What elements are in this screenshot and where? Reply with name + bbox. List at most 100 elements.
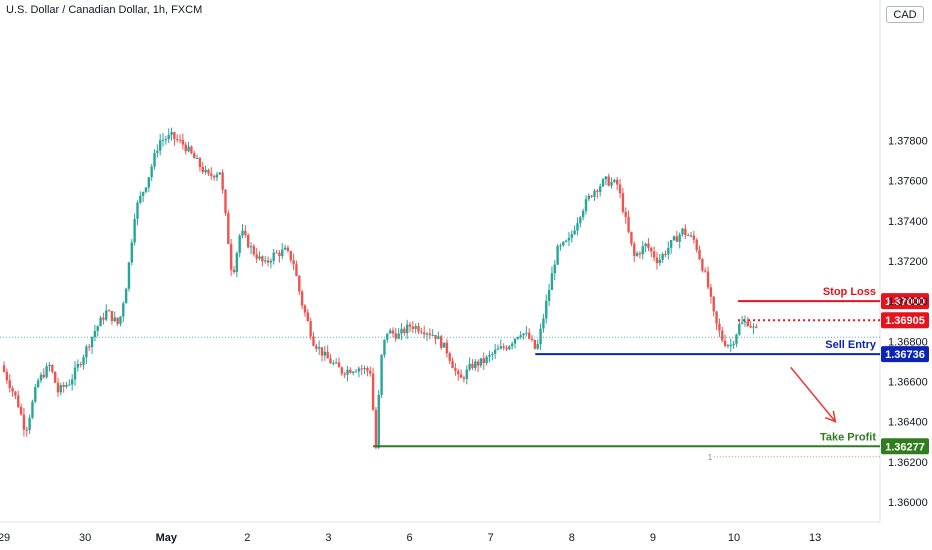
candle-body	[414, 326, 417, 329]
candle-body	[664, 254, 667, 256]
candle-body	[261, 256, 264, 262]
candle-body	[352, 371, 355, 374]
candle-body	[525, 332, 528, 334]
candle-body	[201, 166, 204, 173]
candle-body	[641, 246, 644, 255]
candle-body	[334, 362, 338, 364]
candle-body	[723, 340, 727, 346]
candle-body	[73, 367, 77, 380]
candle-body	[357, 368, 361, 372]
candle-body	[17, 395, 20, 407]
candle-body	[289, 250, 292, 261]
candle-body	[283, 247, 287, 250]
candle-body	[468, 363, 471, 370]
candle-body	[493, 349, 497, 354]
candle-body	[465, 369, 468, 379]
currency-button[interactable]: CAD	[886, 6, 924, 23]
candle-body	[391, 330, 395, 334]
candle-body	[596, 190, 599, 192]
y-tick-label: 1.37000	[888, 296, 928, 308]
candle-body	[644, 243, 647, 247]
candle-body	[607, 176, 610, 186]
candle-body	[743, 321, 747, 323]
candle-body	[170, 132, 173, 135]
candle-body	[627, 216, 630, 232]
candle-body	[68, 384, 71, 386]
candle-body	[93, 330, 97, 338]
candle-body	[252, 246, 256, 255]
candle-body	[161, 139, 165, 141]
candle-body	[650, 248, 653, 252]
candle-body	[76, 363, 80, 368]
candle-body	[312, 336, 315, 346]
candle-body	[539, 328, 542, 345]
candle-body	[721, 330, 724, 341]
current-price-price-text: 1.36905	[885, 315, 925, 327]
candle-body	[181, 139, 185, 145]
candle-body	[303, 305, 307, 313]
candle-body	[567, 237, 571, 241]
candle-body	[729, 345, 732, 347]
candle-body	[633, 243, 636, 256]
candle-body	[516, 336, 520, 339]
candle-body	[323, 351, 327, 356]
candle-body	[11, 388, 14, 392]
candle-body	[533, 339, 537, 349]
candle-body	[102, 317, 105, 320]
candle-body	[369, 370, 372, 374]
candle-body	[278, 252, 281, 257]
candle-body	[246, 234, 250, 248]
candle-body	[56, 382, 60, 393]
candle-body	[482, 358, 485, 364]
candle-body	[85, 346, 88, 358]
candle-body	[718, 323, 721, 331]
candle-body	[616, 179, 619, 185]
candle-body	[445, 342, 449, 354]
candle-body	[193, 153, 196, 159]
candle-body	[31, 401, 34, 418]
candle-body	[451, 360, 454, 369]
candle-body	[584, 199, 588, 211]
candle-body	[5, 371, 9, 381]
candle-body	[53, 371, 57, 383]
candle-body	[411, 326, 415, 329]
candle-body	[678, 234, 681, 242]
candle-body	[14, 391, 17, 396]
candle-body	[229, 244, 233, 270]
candle-body	[550, 273, 554, 291]
candle-body	[689, 235, 693, 237]
candle-body	[638, 253, 642, 255]
take-profit-label: Take Profit	[820, 431, 876, 443]
candle-body	[647, 243, 650, 249]
candle-body	[732, 343, 735, 346]
candle-body	[542, 318, 545, 329]
candle-body	[749, 325, 752, 328]
candle-body	[184, 144, 187, 152]
candle-body	[212, 175, 216, 178]
candle-body	[141, 192, 145, 196]
candle-body	[244, 230, 247, 235]
candle-body	[598, 186, 602, 192]
sell-entry-price-text: 1.36736	[885, 349, 925, 361]
candle-body	[232, 269, 236, 273]
y-tick-label: 1.36000	[888, 497, 928, 509]
candle-body	[553, 264, 556, 274]
candle-body	[491, 353, 494, 355]
candle-body	[485, 356, 488, 364]
candle-body	[377, 394, 380, 448]
candle-body	[397, 333, 400, 339]
candle-body	[144, 187, 148, 193]
candle-body	[207, 169, 210, 174]
y-tick-label: 1.36800	[888, 336, 928, 348]
candle-body	[681, 228, 684, 235]
candle-body	[667, 247, 670, 255]
candle-body	[522, 333, 525, 336]
candle-body	[428, 333, 432, 336]
candle-body	[22, 414, 26, 430]
candle-body	[317, 347, 321, 349]
candle-body	[281, 249, 284, 257]
candle-body	[269, 260, 273, 263]
candle-body	[496, 348, 500, 350]
y-tick-label: 1.37200	[888, 256, 928, 268]
